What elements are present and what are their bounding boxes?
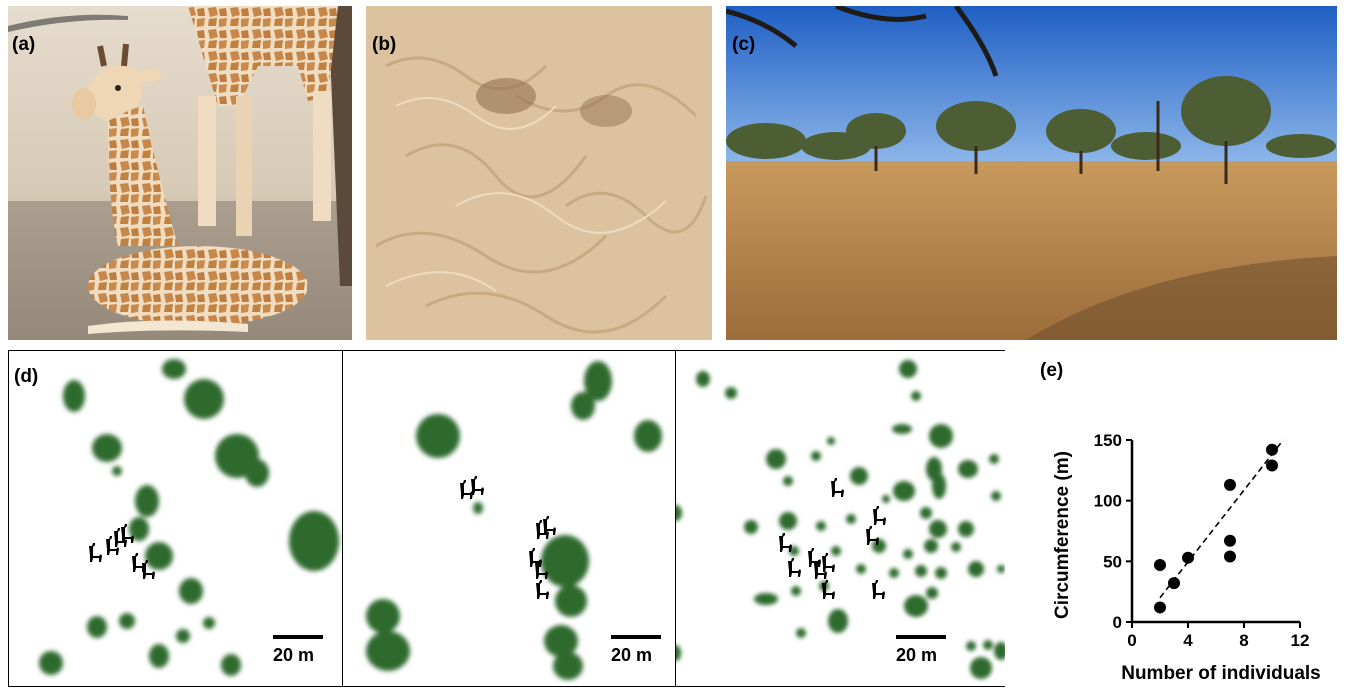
map-panel-3: 20 m: [675, 350, 1005, 687]
y-tick-label: 100: [1094, 492, 1122, 511]
y-tick-label: 0: [1113, 613, 1122, 632]
scalebar-label: 20 m: [611, 645, 653, 665]
panel-label-a: (a): [12, 34, 36, 55]
data-point: [1224, 534, 1236, 547]
giraffe-calf-illustration: [8, 6, 352, 340]
sand-texture: [366, 6, 712, 340]
panel-label-d: (d): [14, 366, 39, 387]
map-3-canvas: [676, 360, 1005, 679]
data-point: [1182, 551, 1194, 564]
y-axis-label: Circumference (m): [1052, 451, 1073, 619]
panel-label-c: (c): [732, 34, 756, 55]
data-point: [1266, 459, 1278, 472]
y-tick-label: 50: [1103, 552, 1122, 571]
data-point: [1154, 601, 1166, 614]
map-panel-2: 20 m: [342, 350, 676, 687]
data-points: [1154, 443, 1278, 614]
data-point: [1224, 550, 1236, 563]
giraffe-group-map-2: [460, 476, 556, 599]
photo-savanna: [726, 6, 1337, 340]
x-tick-label: 4: [1183, 631, 1193, 650]
data-point: [1154, 558, 1166, 571]
map-panel-1: 20 m: [8, 350, 343, 687]
x-tick-label: 12: [1291, 631, 1310, 650]
data-point: [1224, 478, 1236, 491]
map-1-canvas: [39, 359, 339, 676]
trend-line: [1159, 439, 1284, 599]
panel-label-e: (e): [1040, 360, 1064, 381]
photo-sand-tracks: [366, 6, 712, 340]
data-point: [1266, 443, 1278, 456]
x-tick-label: 8: [1239, 631, 1248, 650]
savanna-landscape: [726, 6, 1337, 340]
chart-ticks: 0 4 8 12 0 50 100 150: [1094, 431, 1310, 650]
y-tick-label: 150: [1094, 431, 1122, 450]
trend-line-group: [1159, 439, 1284, 599]
map-2-canvas: [366, 361, 662, 680]
chart-axes: [1130, 440, 1300, 624]
scalebar-label: 20 m: [273, 645, 315, 665]
scalebar-label: 20 m: [896, 645, 938, 665]
scatter-svg: 0 4 8 12 0 50 100 150 Number of individuals Cir…: [1052, 431, 1321, 684]
photo-giraffe-calf: [8, 6, 352, 340]
panel-label-b: (b): [372, 34, 397, 55]
x-axis-label: Number of individuals: [1121, 663, 1321, 684]
x-tick-label: 0: [1127, 631, 1136, 650]
giraffe-group-map-3: [779, 478, 886, 599]
scatter-chart: 0 4 8 12 0 50 100 150 Number of individuals Cir…: [1030, 425, 1349, 687]
data-point: [1168, 577, 1180, 590]
